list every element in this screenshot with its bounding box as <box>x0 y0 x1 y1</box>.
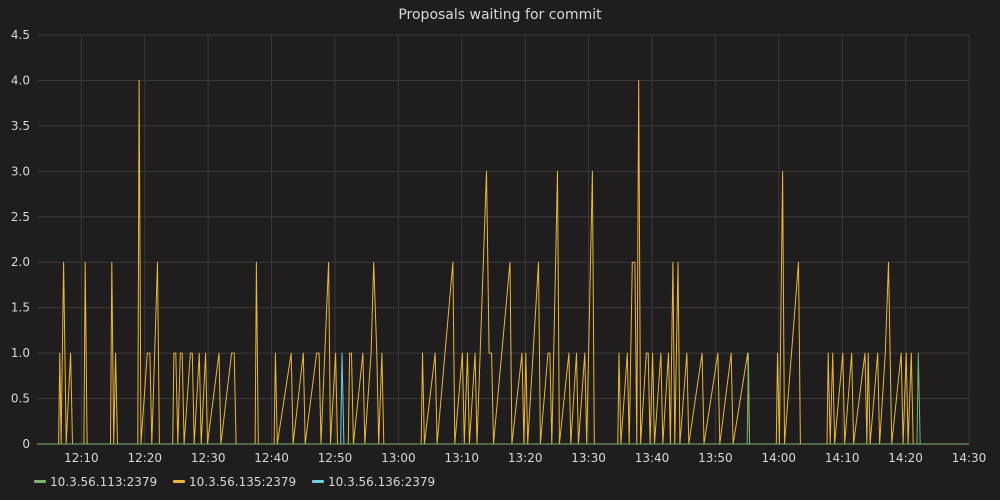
y-tick-label: 2.0 <box>11 255 30 269</box>
legend: 10.3.56.113:2379 10.3.56.135:2379 10.3.56.… <box>34 475 435 489</box>
x-tick-label: 14:20 <box>888 451 923 465</box>
y-tick-label: 0.5 <box>11 392 30 406</box>
series-line-0 <box>37 352 969 445</box>
y-tick-label: 4.5 <box>11 28 30 42</box>
legend-swatch <box>312 480 324 483</box>
y-tick-label: 2.5 <box>11 210 30 224</box>
x-tick-label: 14:30 <box>952 451 987 465</box>
x-tick-label: 13:00 <box>381 451 416 465</box>
legend-label: 10.3.56.136:2379 <box>328 475 435 489</box>
x-tick-label: 12:20 <box>127 451 162 465</box>
y-tick-label: 0 <box>22 437 30 451</box>
x-tick-label: 12:50 <box>318 451 353 465</box>
x-tick-label: 12:40 <box>254 451 289 465</box>
y-axis: 0 0.5 1.0 1.5 2.0 2.5 3.0 3.5 4.0 4.5 <box>11 28 30 451</box>
y-tick-label: 3.5 <box>11 119 30 133</box>
x-tick-label: 12:10 <box>64 451 99 465</box>
grid <box>37 34 970 445</box>
x-tick-label: 13:30 <box>571 451 606 465</box>
legend-swatch <box>34 480 46 483</box>
legend-label: 10.3.56.135:2379 <box>189 475 296 489</box>
y-tick-label: 1.5 <box>11 301 30 315</box>
x-tick-label: 13:50 <box>698 451 733 465</box>
legend-item[interactable]: 10.3.56.135:2379 <box>173 475 296 489</box>
y-tick-label: 1.0 <box>11 346 30 360</box>
y-tick-label: 3.0 <box>11 164 30 178</box>
x-tick-label: 12:30 <box>191 451 226 465</box>
x-tick-label: 13:40 <box>635 451 670 465</box>
x-tick-label: 14:00 <box>761 451 796 465</box>
y-tick-label: 4.0 <box>11 73 30 87</box>
legend-item[interactable]: 10.3.56.136:2379 <box>312 475 435 489</box>
legend-swatch <box>173 480 185 483</box>
x-axis: 12:10 12:20 12:30 12:40 12:50 13:00 13:10 13:20… <box>64 451 986 465</box>
x-tick-label: 13:10 <box>444 451 479 465</box>
plot-area <box>37 79 969 445</box>
x-tick-label: 14:10 <box>825 451 860 465</box>
x-tick-label: 13:20 <box>508 451 543 465</box>
chart-title: Proposals waiting for commit <box>398 7 602 23</box>
legend-item[interactable]: 10.3.56.113:2379 <box>34 475 157 489</box>
legend-label: 10.3.56.113:2379 <box>50 475 157 489</box>
